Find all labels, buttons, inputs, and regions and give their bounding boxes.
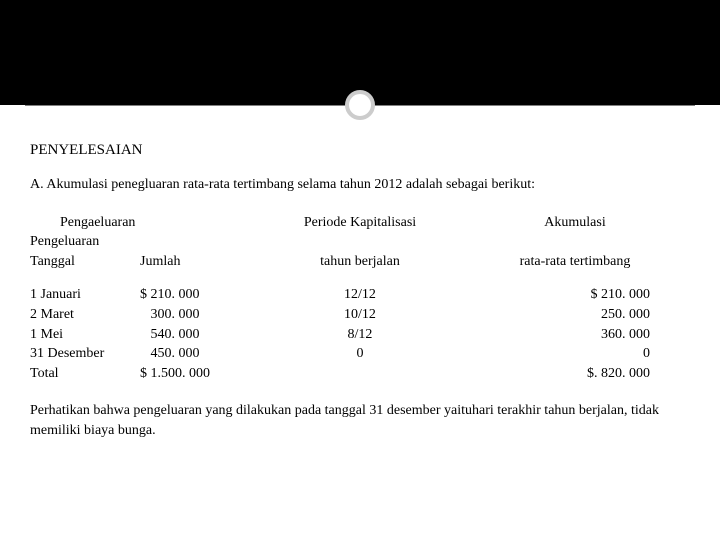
table-row: 1 Januari$ 210. 000 [30,285,260,305]
cell-amount: $ 210. 000 [140,285,260,305]
data-table: Pengaeluaran Pengeluaran Tanggal Jumlah … [30,213,690,384]
col2-header-sub: tahun berjalan [260,252,460,272]
cell-period: 0 [260,344,460,364]
decorative-ring-icon [345,90,375,120]
table-row: 31 Desember 450. 000 [30,344,260,364]
section-subtitle: A. Akumulasi penegluaran rata-rata terti… [30,175,690,195]
col3-header-top: Akumulasi [460,213,690,233]
cell-accum: 0 [460,344,690,364]
footer-note: Perhatikan bahwa pengeluaran yang dilaku… [30,401,690,440]
cell-amount: 540. 000 [140,325,260,345]
col3-header-sub: rata-rata tertimbang [460,252,690,272]
col1-header-sub: Pengeluaran [30,232,260,252]
col1-header-top: Pengaeluaran [30,213,260,233]
cell-amount: 300. 000 [140,305,260,325]
cell-period: 8/12 [260,325,460,345]
table-row: 1 Mei 540. 000 [30,325,260,345]
column-periode: Periode Kapitalisasi tahun berjalan 12/1… [260,213,460,384]
cell-amount: $ 1.500. 000 [140,364,260,384]
column-akumulasi: Akumulasi rata-rata tertimbang $ 210. 00… [460,213,690,384]
slide-content: PENYELESAIAN A. Akumulasi penegluaran ra… [30,140,690,441]
cell-amount: 450. 000 [140,344,260,364]
section-title: PENYELESAIAN [30,140,690,161]
cell-date: 31 Desember [30,344,140,364]
col1-header-jumlah: Jumlah [140,252,260,272]
column-pengeluaran: Pengaeluaran Pengeluaran Tanggal Jumlah … [30,213,260,384]
cell-date: 1 Januari [30,285,140,305]
cell-period: 10/12 [260,305,460,325]
cell-date: 2 Maret [30,305,140,325]
cell-date: Total [30,364,140,384]
cell-accum: $. 820. 000 [460,364,690,384]
cell-date: 1 Mei [30,325,140,345]
table-row: 2 Maret 300. 000 [30,305,260,325]
col2-header-top: Periode Kapitalisasi [260,213,460,233]
table-row: Total$ 1.500. 000 [30,364,260,384]
cell-period [260,364,460,384]
cell-accum: 250. 000 [460,305,690,325]
cell-accum: 360. 000 [460,325,690,345]
cell-accum: $ 210. 000 [460,285,690,305]
cell-period: 12/12 [260,285,460,305]
col1-header-tanggal: Tanggal [30,252,140,272]
